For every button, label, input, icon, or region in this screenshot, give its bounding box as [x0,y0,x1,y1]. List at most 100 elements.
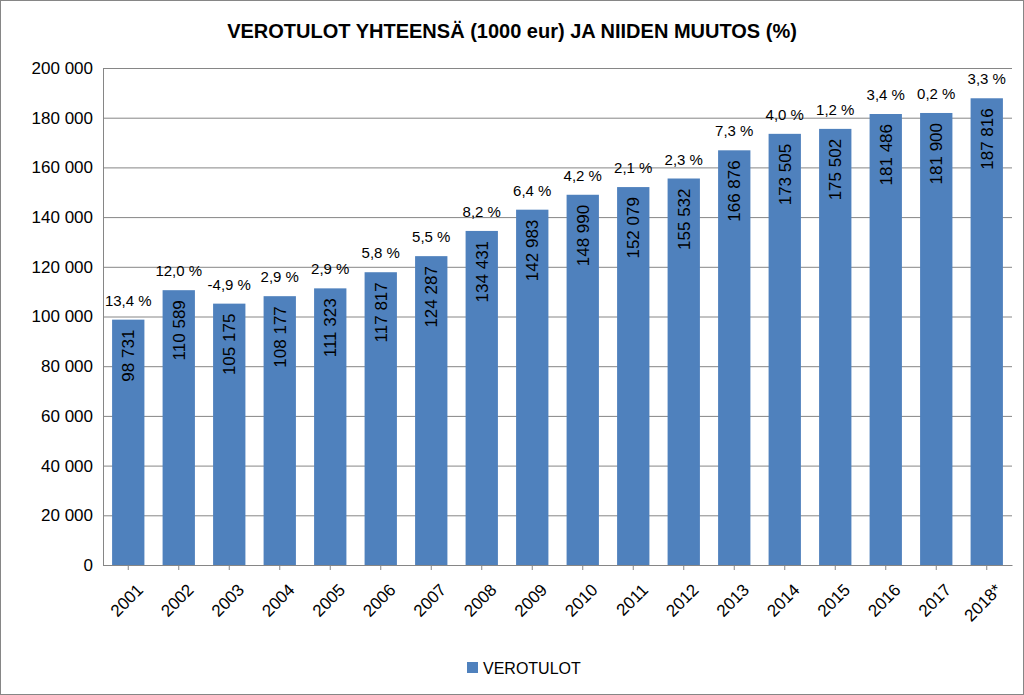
value-label: 105 175 [220,314,239,375]
x-tick-label: 2017 [915,580,955,620]
bar [668,179,700,565]
x-tick-label: 2007 [410,580,450,620]
bar [314,288,346,565]
x-tick: 2008 [460,565,500,621]
x-tick-label: 2002 [157,580,197,620]
data-labels: 98 731110 589105 175108 177111 323117 81… [105,70,1006,381]
bar [718,150,750,565]
change-label: 2,3 % [665,151,703,168]
value-label: 181 900 [927,123,946,184]
x-tick: 2002 [157,565,197,621]
x-tick-mark [380,565,381,570]
change-label: 8,2 % [463,203,501,220]
y-tick: 180 000 [32,109,1012,128]
value-label: 173 505 [776,144,795,205]
bar [567,195,599,565]
x-tick: 2009 [511,565,551,621]
bar [415,256,447,565]
x-tick-mark [128,565,129,570]
x-tick: 2014 [763,565,803,621]
change-label: 7,3 % [715,122,753,139]
value-label: 124 287 [422,266,441,327]
x-axis-line [104,565,1013,566]
bar [516,210,548,565]
bar [971,98,1003,565]
chart: VEROTULOT YHTEENSÄ (1000 eur) JA NIIDEN … [0,0,1024,695]
change-label: 3,3 % [968,70,1006,87]
x-tick-mark [229,565,230,570]
y-tick: 160 000 [32,158,1012,177]
grid-line [103,565,1012,566]
value-label: 134 431 [473,241,492,302]
bar [264,296,296,565]
x-tick: 2016 [864,565,904,621]
x-tick-label: 2012 [662,580,702,620]
value-label: 148 990 [574,205,593,266]
x-tick: 2001 [107,565,147,621]
bar [112,320,144,565]
y-axis: 020 00040 00060 00080 000100 000120 0001… [32,59,1012,575]
bar [920,113,952,565]
x-tick-mark [279,565,280,570]
bar [870,114,902,565]
bars [112,98,1003,565]
x-tick-label: 2011 [613,580,652,619]
y-tick-label: 160 000 [32,158,93,177]
change-label: 3,4 % [867,86,905,103]
x-tick-label: 2006 [359,580,399,620]
x-tick: 2006 [359,565,399,621]
change-label: 0,2 % [917,85,955,102]
x-tick-mark [633,565,634,570]
value-label: 98 731 [119,330,138,382]
x-tick-mark [986,565,987,570]
x-tick-mark [835,565,836,570]
x-tick-mark [734,565,735,570]
y-tick-label: 200 000 [32,59,93,78]
value-label: 155 532 [675,189,694,250]
x-tick-label: 2014 [763,580,803,620]
legend-swatch [467,662,478,673]
x-tick-label: 2001 [107,580,147,620]
x-tick-label: 2004 [258,580,298,620]
x-tick: 2005 [309,565,349,621]
change-label: 2,9 % [311,260,349,277]
bar [617,187,649,565]
bar [365,272,397,565]
x-tick: 2015 [814,565,854,621]
grid-line [103,68,1012,69]
x-tick-label: 2010 [561,580,601,620]
value-label: 175 502 [826,139,845,200]
value-label: 152 079 [624,197,643,258]
x-tick-label: 2003 [208,580,248,620]
x-tick: 2018* [961,565,1006,625]
chart-border [1,1,1024,695]
x-tick-label: 2009 [511,580,551,620]
x-axis: 20012002 20032004 20052006 20072008 20092010… [104,565,1013,625]
x-tick: 2003 [208,565,248,621]
y-tick-label: 180 000 [32,109,93,128]
bar [769,134,801,565]
value-label: 111 323 [321,298,340,357]
value-label: 117 817 [372,282,391,342]
y-tick-label: 0 [84,556,93,575]
x-tick: 2012 [662,565,702,621]
change-label: 4,0 % [766,106,804,123]
x-tick-mark [532,565,533,570]
x-tick-mark [936,565,937,570]
change-label: 2,9 % [261,268,299,285]
x-tick-label: 2015 [814,580,854,620]
y-tick-label: 120 000 [32,258,93,277]
bar [163,290,195,565]
change-label: 1,2 % [816,101,854,118]
chart-title: VEROTULOT YHTEENSÄ (1000 eur) JA NIIDEN … [227,20,797,42]
y-tick-label: 60 000 [41,407,93,426]
bar [819,129,851,565]
x-tick: 2004 [258,565,298,621]
y-tick-label: 20 000 [41,506,93,525]
change-label: 13,4 % [105,292,152,309]
y-tick-label: 140 000 [32,208,93,227]
x-tick-mark [431,565,432,570]
x-tick-mark [178,565,179,570]
x-tick-label: 2008 [460,580,500,620]
value-label: 166 876 [725,160,744,221]
